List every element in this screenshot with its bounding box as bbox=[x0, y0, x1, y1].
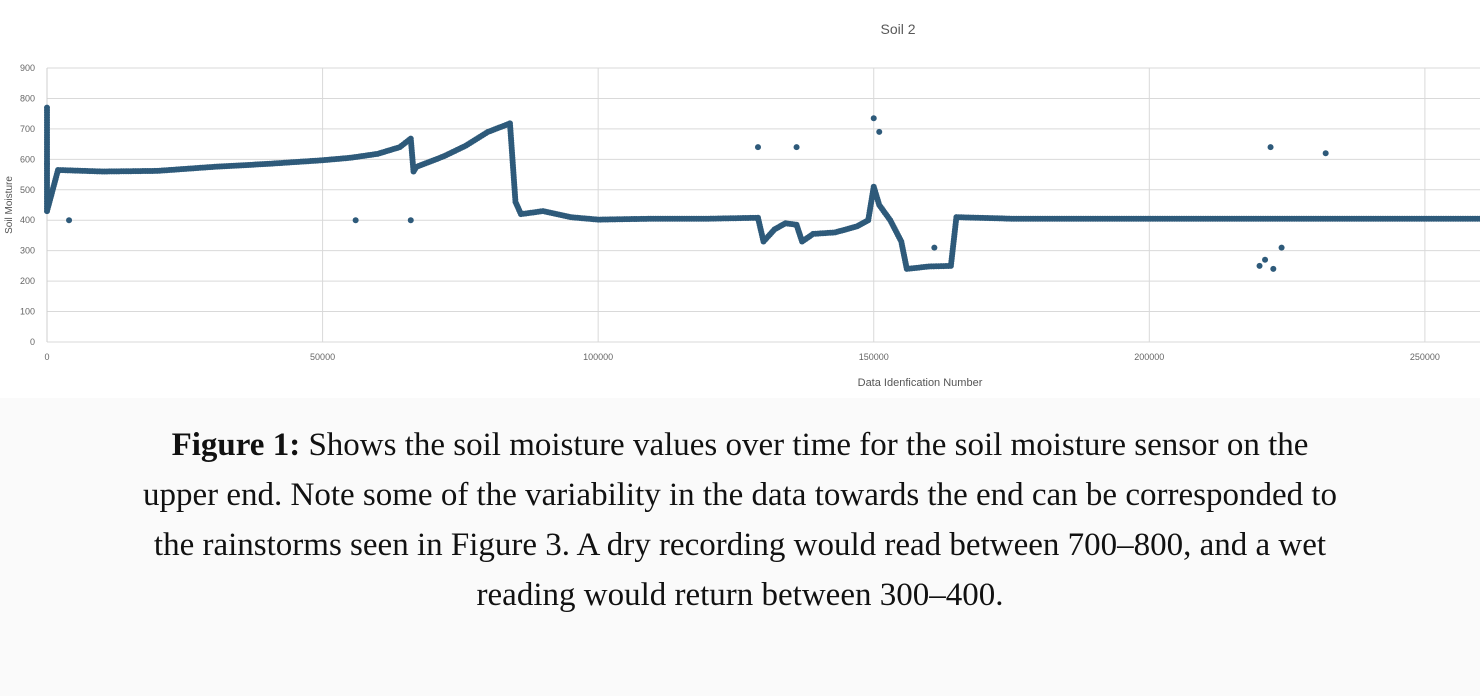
y-tick-label: 100 bbox=[20, 307, 35, 317]
x-tick-label: 250000 bbox=[1410, 352, 1440, 362]
scatter-chart: Soil 2 0 100 200 300 400 500 600 700 800 900 0 5000… bbox=[4, 21, 1480, 389]
x-tick-label: 50000 bbox=[310, 352, 335, 362]
y-axis-title: Soil Moisture bbox=[4, 176, 15, 234]
data-point bbox=[1477, 215, 1480, 222]
data-point bbox=[1322, 150, 1329, 157]
data-point bbox=[44, 160, 50, 167]
data-point bbox=[931, 244, 938, 251]
y-tick-label: 200 bbox=[20, 276, 35, 286]
x-axis-title: Data Idenfication Number bbox=[858, 377, 983, 389]
x-tick-label: 0 bbox=[44, 352, 49, 362]
data-point bbox=[1278, 244, 1285, 251]
data-point bbox=[1262, 256, 1269, 263]
x-tick-label: 100000 bbox=[583, 352, 613, 362]
chart-title: Soil 2 bbox=[880, 21, 915, 37]
data-point bbox=[407, 217, 414, 224]
y-tick-label: 400 bbox=[20, 215, 35, 225]
data-point bbox=[1270, 265, 1277, 272]
x-tick-label: 200000 bbox=[1134, 352, 1164, 362]
caption-text: Shows the soil moisture values over time… bbox=[142, 427, 1338, 613]
grid bbox=[46, 67, 1480, 343]
y-tick-label: 800 bbox=[20, 93, 35, 103]
data-point bbox=[352, 217, 359, 224]
data-point bbox=[870, 115, 877, 122]
data-points bbox=[44, 104, 1480, 272]
y-tick-label: 0 bbox=[30, 337, 35, 347]
data-point bbox=[1256, 262, 1263, 269]
y-tick-label: 900 bbox=[20, 63, 35, 73]
y-tick-label: 500 bbox=[20, 185, 35, 195]
data-point bbox=[66, 217, 73, 224]
data-point bbox=[1267, 144, 1274, 151]
figure-caption: Figure 1: Shows the soil moisture values… bbox=[140, 420, 1340, 620]
y-tick-label: 700 bbox=[20, 124, 35, 134]
data-point bbox=[754, 144, 761, 151]
data-point bbox=[876, 128, 883, 135]
caption-label: Figure 1: bbox=[171, 427, 301, 463]
tick-labels: 0 100 200 300 400 500 600 700 800 900 0 50000 100000… bbox=[20, 63, 1440, 362]
chart-area: Soil 2 0 100 200 300 400 500 600 700 800 900 0 5000… bbox=[4, 21, 1480, 389]
y-tick-label: 300 bbox=[20, 246, 35, 256]
y-tick-label: 600 bbox=[20, 154, 35, 164]
x-tick-label: 150000 bbox=[859, 352, 889, 362]
data-point bbox=[793, 144, 800, 151]
